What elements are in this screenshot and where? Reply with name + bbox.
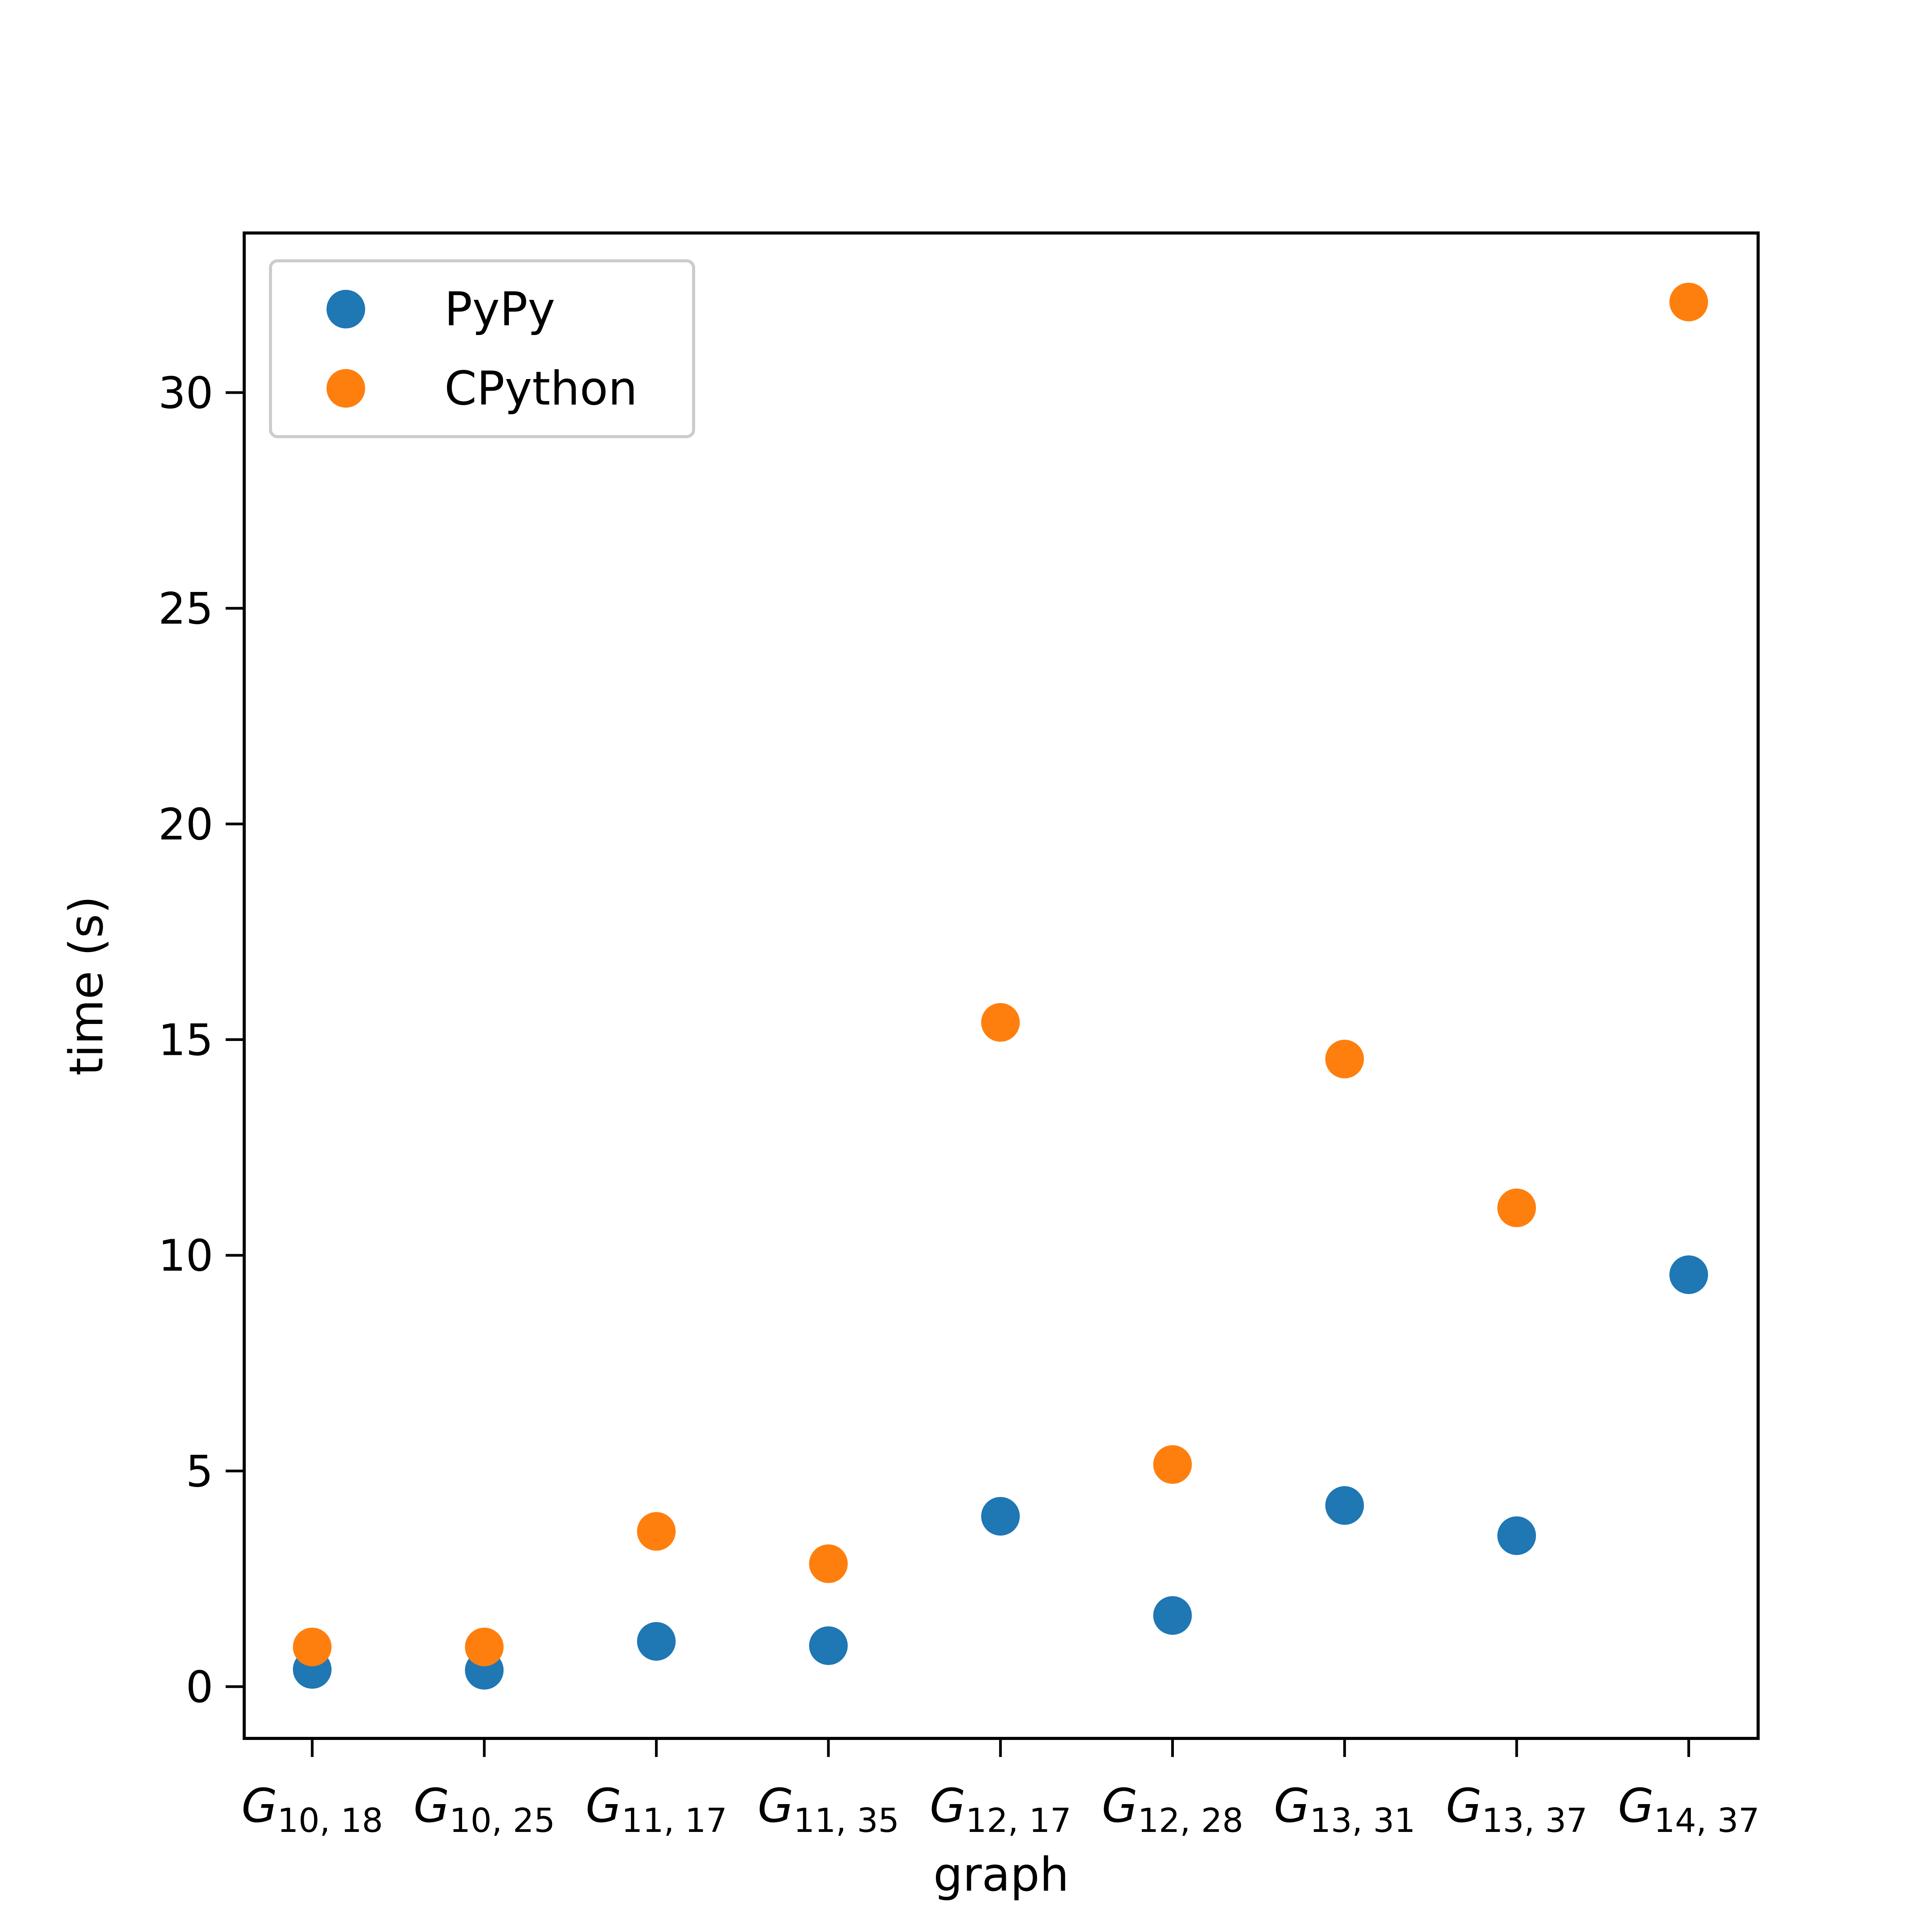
y-tick-label: 5 [186,1447,213,1497]
x-tick-label: G13, 31 [1274,1779,1416,1840]
x-axis-label: graph [933,1848,1069,1902]
legend-label-cpython: CPython [444,362,638,416]
legend-marker-pypy [327,290,365,328]
point-pypy [981,1497,1020,1536]
point-cpython [809,1544,848,1583]
point-pypy [637,1622,676,1661]
point-cpython [1153,1445,1192,1484]
y-tick-label: 15 [158,1015,213,1066]
x-tick-label: G10, 18 [242,1779,383,1840]
point-cpython [293,1628,332,1667]
point-pypy [1153,1596,1192,1635]
point-cpython [637,1512,676,1551]
point-pypy [1325,1486,1364,1525]
y-tick-label: 10 [158,1231,213,1281]
legend: PyPy CPython [269,259,695,438]
point-cpython [1325,1039,1364,1078]
y-tick-label: 20 [158,799,213,850]
point-cpython [465,1628,504,1667]
x-tick-label: G11, 17 [585,1779,727,1840]
x-tick-label: G12, 28 [1102,1779,1243,1840]
point-pypy [1497,1516,1536,1555]
x-tick-label: G14, 37 [1618,1779,1760,1840]
point-cpython [1497,1188,1536,1227]
point-pypy [809,1626,848,1665]
x-tick-label: G10, 25 [413,1779,555,1840]
x-tick-label: G12, 17 [930,1779,1071,1840]
point-cpython [1669,282,1708,321]
legend-marker-cpython [327,369,365,408]
point-pypy [1669,1255,1708,1294]
y-tick-label: 0 [186,1662,213,1713]
data-marks [293,282,1708,1690]
legend-box [269,259,695,438]
x-tick-label: G13, 37 [1446,1779,1588,1840]
y-axis-label: time (s) [60,896,114,1075]
legend-label-pypy: PyPy [444,283,555,337]
series-cpython [293,282,1708,1667]
point-cpython [981,1003,1020,1042]
y-tick-label: 25 [158,584,213,634]
y-tick-label: 30 [158,368,213,418]
x-axis-ticks: G10, 18 G10, 25 G11, 17 G11, 35 G12, 17 G12, … [242,1738,1760,1840]
y-axis-ticks: 0 5 10 15 20 25 30 [158,368,244,1713]
x-tick-label: G11, 35 [758,1779,900,1840]
